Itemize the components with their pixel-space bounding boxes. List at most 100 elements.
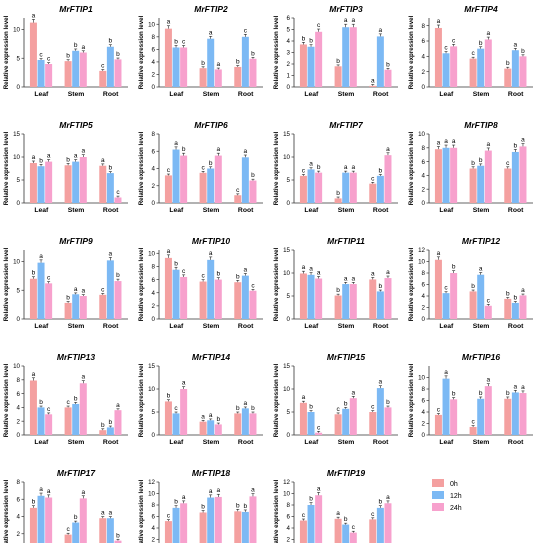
significance-letter: a (479, 266, 483, 273)
significance-letter: c (251, 282, 255, 289)
significance-letter: b (386, 61, 390, 68)
significance-letter: b (116, 51, 120, 58)
y-tick-label: 0 (287, 432, 291, 439)
bar-12h-root (106, 46, 114, 87)
bar-12h-leaf (307, 274, 315, 319)
bar-24h-root (249, 496, 257, 543)
x-tick-label-root: Root (103, 207, 119, 214)
bar-24h-leaf (450, 399, 458, 435)
bar-12h-stem (477, 274, 485, 319)
y-tick-label: 8 (422, 23, 426, 30)
x-tick-label-root: Root (238, 323, 254, 330)
x-tick-label-root: Root (373, 91, 389, 98)
panel-title: MrFTIP6 (194, 120, 228, 130)
bar-0h-root (369, 279, 377, 319)
significance-letter: a (386, 146, 390, 153)
bar-12h-stem (342, 524, 350, 543)
bar-12h-root (376, 36, 384, 87)
y-axis-label: Relative expression level (3, 479, 10, 543)
significance-letter: c (167, 513, 171, 520)
significance-letter: a (167, 248, 171, 255)
bar-24h-leaf (315, 432, 323, 435)
bar-0h-stem (199, 512, 207, 543)
bar-24h-root (114, 410, 122, 435)
x-tick-label-leaf: Leaf (304, 323, 319, 330)
significance-letter: c (101, 286, 105, 293)
significance-letter: b (514, 295, 518, 302)
bar-12h-leaf (442, 53, 450, 87)
panel-title: MrFTIP1 (59, 4, 93, 14)
bar-0h-root (234, 511, 242, 543)
legend: 0h 12h 24h (432, 479, 462, 512)
bar-12h-root (511, 50, 519, 87)
x-tick-label-leaf: Leaf (439, 323, 454, 330)
y-tick-label: 4 (152, 59, 156, 66)
x-tick-label-root: Root (103, 91, 119, 98)
x-tick-label-leaf: Leaf (34, 439, 49, 446)
x-tick-label-stem: Stem (203, 439, 220, 446)
bar-12h-leaf (37, 495, 45, 543)
bar-24h-leaf (315, 495, 323, 543)
x-tick-label-root: Root (373, 323, 389, 330)
bar-0h-leaf (299, 44, 307, 87)
bar-12h-stem (477, 165, 485, 203)
y-tick-label: 2 (422, 421, 426, 428)
y-tick-label: 2 (287, 61, 291, 68)
significance-letter: b (506, 290, 510, 297)
bar-24h-root (384, 155, 392, 203)
bar-24h-leaf (315, 172, 323, 203)
significance-letter: a (101, 510, 105, 517)
bar-12h-leaf (172, 269, 180, 319)
significance-letter: b (66, 156, 70, 163)
significance-letter: a (244, 266, 248, 273)
bar-12h-leaf (172, 47, 180, 87)
significance-letter: a (351, 389, 355, 396)
x-tick-label-leaf: Leaf (439, 91, 454, 98)
bar-24h-root (519, 295, 527, 319)
y-tick-label: 15 (283, 363, 290, 370)
x-tick-label-stem: Stem (473, 207, 490, 214)
significance-letter: b (109, 38, 113, 45)
bar-12h-leaf (307, 46, 315, 87)
bar-24h-leaf (180, 47, 188, 87)
y-tick-label: 10 (283, 386, 290, 393)
bar-24h-stem (484, 39, 492, 87)
x-tick-label-root: Root (373, 439, 389, 446)
significance-letter: a (167, 19, 171, 26)
bar-24h-stem (484, 305, 492, 319)
bar-12h-stem (72, 403, 80, 435)
significance-letter: a (302, 394, 306, 401)
panel-title: MrFTIP14 (192, 352, 231, 362)
significance-letter: b (244, 503, 248, 510)
x-tick-label-stem: Stem (338, 439, 355, 446)
significance-letter: b (216, 416, 220, 423)
bar-0h-leaf (299, 175, 307, 203)
y-axis-label: Relative expression level (3, 247, 10, 321)
significance-letter: c (182, 39, 186, 46)
y-tick-label: 6 (287, 15, 291, 22)
x-tick-label-leaf: Leaf (304, 91, 319, 98)
y-tick-label: 8 (17, 479, 21, 486)
y-tick-label: 4 (422, 54, 426, 61)
bar-24h-root (249, 290, 257, 319)
bar-24h-stem (79, 296, 87, 319)
y-tick-label: 10 (13, 154, 20, 161)
significance-letter: b (182, 146, 186, 153)
panel-title: MrFTIP16 (462, 352, 501, 362)
significance-letter: b (116, 272, 120, 279)
bar-24h-leaf (45, 497, 53, 543)
significance-letter: c (487, 297, 491, 304)
bar-12h-root (241, 157, 249, 203)
bar-0h-root (99, 518, 107, 543)
y-tick-label: 6 (422, 159, 426, 166)
bar-0h-leaf (299, 520, 307, 543)
x-tick-label-leaf: Leaf (439, 439, 454, 446)
bar-0h-stem (469, 58, 477, 87)
panel-2: MrFTIP2 Relative expression level 0 2 4 6 8 10 a… (138, 4, 263, 98)
significance-letter: b (39, 157, 43, 164)
significance-letter: c (201, 164, 205, 171)
significance-letter: b (201, 60, 205, 67)
bar-12h-leaf (172, 507, 180, 543)
